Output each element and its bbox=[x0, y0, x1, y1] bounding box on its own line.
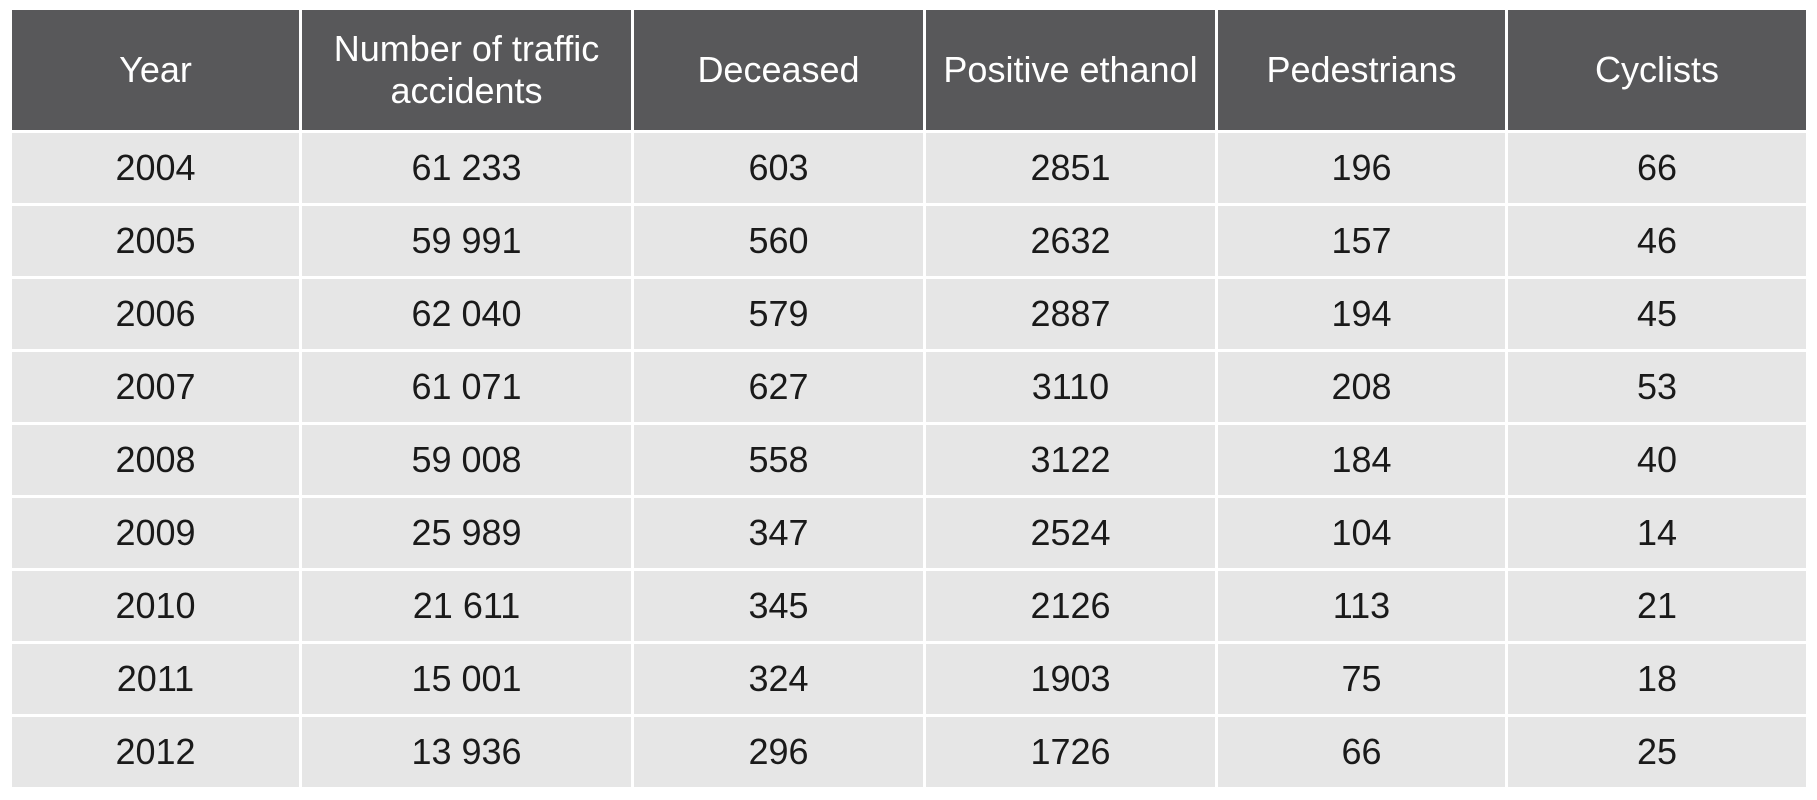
cell-deceased: 347 bbox=[634, 498, 926, 571]
cell-deceased: 560 bbox=[634, 206, 926, 279]
cell-year: 2010 bbox=[12, 571, 302, 644]
cell-traffic-accidents: 61 233 bbox=[302, 133, 634, 206]
table-body: 2004 61 233 603 2851 196 66 2005 59 991 … bbox=[12, 133, 1806, 787]
cell-cyclists: 66 bbox=[1508, 133, 1806, 206]
table-row: 2008 59 008 558 3122 184 40 bbox=[12, 425, 1806, 498]
cell-pedestrians: 113 bbox=[1218, 571, 1508, 644]
cell-cyclists: 45 bbox=[1508, 279, 1806, 352]
cell-pedestrians: 157 bbox=[1218, 206, 1508, 279]
cell-deceased: 345 bbox=[634, 571, 926, 644]
cell-deceased: 558 bbox=[634, 425, 926, 498]
header-year: Year bbox=[12, 10, 302, 133]
cell-year: 2008 bbox=[12, 425, 302, 498]
header-pedestrians: Pedestrians bbox=[1218, 10, 1508, 133]
table-row: 2010 21 611 345 2126 113 21 bbox=[12, 571, 1806, 644]
table-row: 2007 61 071 627 3110 208 53 bbox=[12, 352, 1806, 425]
table-row: 2004 61 233 603 2851 196 66 bbox=[12, 133, 1806, 206]
cell-positive-ethanol: 3110 bbox=[926, 352, 1218, 425]
cell-pedestrians: 184 bbox=[1218, 425, 1508, 498]
data-table-container: Year Number of traffic accidents Decease… bbox=[12, 10, 1806, 787]
header-cyclists: Cyclists bbox=[1508, 10, 1806, 133]
cell-year: 2006 bbox=[12, 279, 302, 352]
cell-cyclists: 46 bbox=[1508, 206, 1806, 279]
cell-deceased: 324 bbox=[634, 644, 926, 717]
cell-cyclists: 53 bbox=[1508, 352, 1806, 425]
cell-pedestrians: 66 bbox=[1218, 717, 1508, 787]
cell-positive-ethanol: 2632 bbox=[926, 206, 1218, 279]
cell-traffic-accidents: 62 040 bbox=[302, 279, 634, 352]
header-deceased: Deceased bbox=[634, 10, 926, 133]
cell-deceased: 579 bbox=[634, 279, 926, 352]
cell-deceased: 296 bbox=[634, 717, 926, 787]
cell-cyclists: 14 bbox=[1508, 498, 1806, 571]
cell-pedestrians: 196 bbox=[1218, 133, 1508, 206]
cell-positive-ethanol: 2887 bbox=[926, 279, 1218, 352]
header-row: Year Number of traffic accidents Decease… bbox=[12, 10, 1806, 133]
cell-deceased: 627 bbox=[634, 352, 926, 425]
cell-positive-ethanol: 2851 bbox=[926, 133, 1218, 206]
cell-pedestrians: 194 bbox=[1218, 279, 1508, 352]
header-positive-ethanol: Positive ethanol bbox=[926, 10, 1218, 133]
cell-cyclists: 40 bbox=[1508, 425, 1806, 498]
header-traffic-accidents: Number of traffic accidents bbox=[302, 10, 634, 133]
cell-traffic-accidents: 21 611 bbox=[302, 571, 634, 644]
cell-cyclists: 21 bbox=[1508, 571, 1806, 644]
table-header: Year Number of traffic accidents Decease… bbox=[12, 10, 1806, 133]
cell-year: 2004 bbox=[12, 133, 302, 206]
cell-positive-ethanol: 2126 bbox=[926, 571, 1218, 644]
cell-traffic-accidents: 15 001 bbox=[302, 644, 634, 717]
cell-year: 2012 bbox=[12, 717, 302, 787]
cell-traffic-accidents: 13 936 bbox=[302, 717, 634, 787]
cell-traffic-accidents: 59 991 bbox=[302, 206, 634, 279]
table-row: 2011 15 001 324 1903 75 18 bbox=[12, 644, 1806, 717]
cell-traffic-accidents: 59 008 bbox=[302, 425, 634, 498]
cell-cyclists: 18 bbox=[1508, 644, 1806, 717]
cell-deceased: 603 bbox=[634, 133, 926, 206]
cell-cyclists: 25 bbox=[1508, 717, 1806, 787]
table-row: 2012 13 936 296 1726 66 25 bbox=[12, 717, 1806, 787]
table-row: 2006 62 040 579 2887 194 45 bbox=[12, 279, 1806, 352]
table-row: 2009 25 989 347 2524 104 14 bbox=[12, 498, 1806, 571]
cell-year: 2007 bbox=[12, 352, 302, 425]
table-row: 2005 59 991 560 2632 157 46 bbox=[12, 206, 1806, 279]
cell-positive-ethanol: 3122 bbox=[926, 425, 1218, 498]
cell-positive-ethanol: 1903 bbox=[926, 644, 1218, 717]
cell-pedestrians: 208 bbox=[1218, 352, 1508, 425]
traffic-accidents-table: Year Number of traffic accidents Decease… bbox=[12, 10, 1806, 787]
cell-year: 2011 bbox=[12, 644, 302, 717]
cell-positive-ethanol: 1726 bbox=[926, 717, 1218, 787]
cell-year: 2009 bbox=[12, 498, 302, 571]
cell-pedestrians: 75 bbox=[1218, 644, 1508, 717]
cell-year: 2005 bbox=[12, 206, 302, 279]
cell-pedestrians: 104 bbox=[1218, 498, 1508, 571]
cell-traffic-accidents: 61 071 bbox=[302, 352, 634, 425]
cell-traffic-accidents: 25 989 bbox=[302, 498, 634, 571]
cell-positive-ethanol: 2524 bbox=[926, 498, 1218, 571]
